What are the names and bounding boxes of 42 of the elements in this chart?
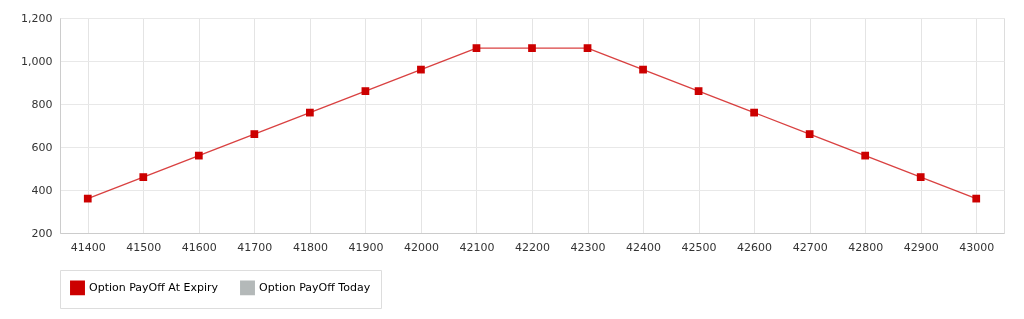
point	[250, 130, 259, 138]
x-tick-label: 41700	[237, 240, 273, 254]
x-tick-label: 41600	[181, 240, 217, 254]
y-tick-label: 1,200	[21, 11, 53, 25]
x-tick-label: 42900	[903, 240, 939, 254]
x-tick-label: 42800	[848, 240, 884, 254]
y-tick-label: 800	[31, 97, 53, 111]
x-tick-label: 42300	[570, 240, 606, 254]
x-tick-label: 42500	[681, 240, 717, 254]
x-tick-label: 41900	[348, 240, 384, 254]
point	[139, 173, 148, 181]
x-tick-label: 42200	[515, 240, 550, 254]
y-tick-label: 200	[31, 226, 53, 240]
point	[861, 151, 870, 160]
y-tick-label: 1,000	[21, 54, 53, 68]
point	[528, 44, 536, 52]
point	[417, 65, 425, 74]
point	[750, 108, 758, 117]
point	[306, 108, 314, 117]
point	[583, 44, 592, 52]
x-tick-label: 42100	[459, 240, 495, 254]
x-tick-label: 41800	[292, 240, 328, 254]
x-tick-label: 42000	[403, 240, 439, 254]
point	[361, 87, 370, 95]
x-tick-label: 42600	[737, 240, 773, 254]
x-tick-label: 42700	[792, 240, 828, 254]
point	[83, 194, 92, 203]
point	[472, 44, 481, 52]
point	[972, 194, 981, 203]
x-tick-label: 41500	[126, 240, 162, 254]
y-tick-label: 600	[31, 140, 53, 154]
legend-label: Option PayOff Today	[259, 280, 371, 294]
point	[916, 173, 925, 181]
point	[639, 65, 647, 74]
x-tick-label: 43000	[959, 240, 995, 254]
x-tick-label: 41400	[70, 240, 106, 254]
y-tick-label: 400	[31, 183, 53, 197]
point	[194, 151, 203, 160]
legend-label: Option PayOff At Expiry	[89, 280, 219, 294]
x-tick-label: 42400	[626, 240, 662, 254]
point	[805, 130, 814, 138]
point	[694, 87, 703, 95]
